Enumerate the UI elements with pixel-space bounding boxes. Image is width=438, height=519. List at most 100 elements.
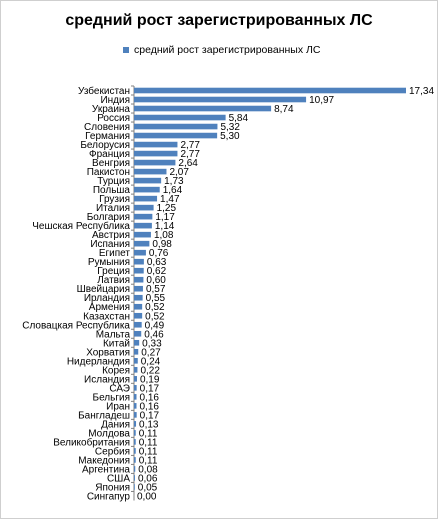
bar: [134, 195, 158, 202]
bar: [134, 240, 150, 247]
value-label: 2,77: [180, 140, 200, 151]
category-label: Венгрия: [92, 158, 130, 169]
value-label: 5,84: [229, 113, 249, 124]
value-label: 0,46: [144, 329, 164, 340]
category-label: Грузия: [99, 194, 130, 205]
value-label: 10,97: [309, 95, 334, 106]
category-label: Греция: [97, 266, 130, 277]
category-label: Индия: [100, 95, 130, 106]
bar: [134, 303, 143, 310]
category-label: Латвия: [97, 275, 130, 286]
value-label: 0,63: [147, 257, 167, 268]
category-label: Нидерландия: [67, 356, 130, 367]
value-label: 1,47: [160, 194, 180, 205]
value-label: 0,76: [149, 248, 169, 259]
category-label: Болгария: [87, 212, 130, 223]
legend-label: средний рост зарегистрированных ЛС: [134, 44, 321, 56]
value-label: 0,13: [139, 419, 159, 430]
bar: [134, 330, 142, 337]
category-label: Чешская Республика: [32, 220, 130, 232]
bar: [134, 87, 406, 94]
bar: [134, 475, 135, 481]
category-label: Бельгия: [93, 392, 131, 403]
category-label: Бангладеш: [78, 410, 130, 421]
legend-swatch: [123, 47, 129, 53]
category-label: Словения: [84, 122, 130, 133]
category-label: Хорватия: [86, 347, 130, 358]
legend: средний рост зарегистрированных ЛС: [123, 44, 320, 56]
category-label: Италия: [96, 203, 130, 214]
bar: [134, 403, 137, 409]
value-label: 5,30: [220, 131, 240, 142]
bar: [134, 294, 143, 301]
category-label: Турция: [97, 176, 130, 187]
value-label: 0,33: [142, 338, 162, 349]
category-label: Иран: [106, 401, 130, 412]
bar: [134, 168, 167, 175]
category-label: Австрия: [92, 230, 130, 241]
value-label: 1,14: [155, 221, 175, 232]
value-label: 0,17: [140, 383, 160, 394]
bar: [134, 105, 272, 112]
value-label: 0,60: [146, 275, 166, 286]
value-label: 0,55: [146, 293, 166, 304]
category-label: Швейцария: [77, 284, 130, 295]
bar: [134, 466, 136, 472]
bar: [134, 132, 218, 139]
bar: [134, 385, 137, 391]
value-label: 0,11: [139, 437, 158, 448]
bar: [134, 249, 146, 256]
value-label: 0,05: [138, 482, 158, 493]
category-label: Франция: [89, 149, 130, 160]
value-label: 1,64: [163, 185, 183, 196]
category-label: Пакистон: [87, 167, 130, 178]
category-label: Египет: [99, 248, 131, 259]
category-label: Ирландия: [84, 293, 130, 304]
category-label: Македония: [78, 455, 130, 466]
category-label: Узбекистан: [78, 85, 130, 97]
value-label: 0,00: [137, 491, 157, 502]
value-label: 1,17: [155, 212, 175, 223]
category-label: Молдова: [88, 428, 130, 439]
category-label: Великобритания: [53, 436, 130, 448]
bar: [134, 222, 152, 229]
category-label: Польша: [93, 185, 131, 196]
value-label: 0,08: [138, 464, 158, 475]
value-label: 0,22: [140, 365, 160, 376]
value-label: 2,07: [169, 167, 189, 178]
bar: [134, 339, 140, 346]
category-label: Дания: [101, 419, 130, 430]
value-label: 0,62: [147, 266, 167, 277]
category-label: Белорусия: [80, 140, 130, 151]
bar: [134, 285, 143, 292]
bar: [134, 448, 136, 454]
bar: [134, 204, 154, 211]
category-label: Япония: [95, 482, 130, 493]
category-label: Словацкая Республика: [22, 319, 130, 331]
bar: [134, 348, 139, 355]
value-label: 2,77: [180, 149, 200, 160]
chart-title: средний рост зарегистрированных ЛС: [65, 12, 373, 29]
bar: [134, 457, 136, 463]
value-label: 1,08: [154, 230, 174, 241]
bar: [134, 367, 138, 373]
category-label: Германия: [85, 131, 130, 142]
category-label: Корея: [102, 365, 130, 376]
category-label: Китай: [103, 338, 130, 349]
value-label: 0,17: [140, 410, 160, 421]
value-label: 0,19: [140, 374, 160, 385]
category-label: Сингапур: [87, 491, 131, 502]
bar: [134, 358, 138, 364]
value-label: 0,98: [152, 239, 172, 250]
bar: [134, 258, 144, 265]
bar: [134, 96, 307, 103]
bar: [134, 430, 136, 436]
bar: [134, 376, 137, 382]
category-label: Аргентина: [82, 464, 130, 475]
value-label: 0,52: [145, 302, 165, 313]
value-label: 0,27: [141, 347, 161, 358]
value-label: 1,25: [157, 203, 177, 214]
bar: [134, 231, 151, 238]
bar: [134, 312, 143, 319]
